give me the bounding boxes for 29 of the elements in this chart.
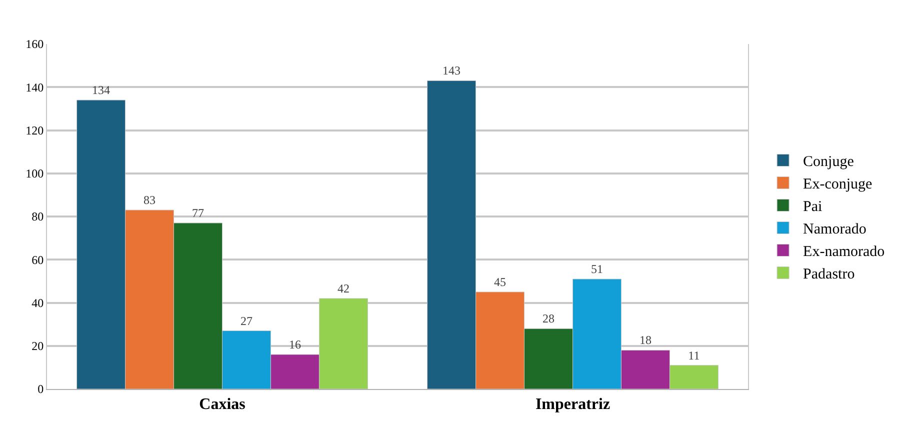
y-tick-label: 160 [26, 37, 44, 52]
y-tick-label: 100 [26, 166, 44, 181]
data-label: 83 [144, 193, 156, 208]
data-label: 27 [240, 314, 252, 328]
data-label: 77 [192, 206, 204, 220]
legend-label: Pai [803, 199, 822, 216]
legend-label: Ex-conjuge [803, 176, 873, 193]
data-label: 51 [590, 262, 603, 276]
data-label: 42 [337, 281, 350, 296]
x-tick-label: Caxias [199, 396, 246, 414]
data-label: 143 [442, 64, 461, 78]
legend-label: Conjuge [803, 154, 854, 170]
y-tick-label: 120 [26, 123, 44, 138]
legend-label: Padastro [803, 266, 855, 283]
x-tick-label: Imperatriz [535, 396, 610, 414]
y-tick-label: 140 [26, 80, 44, 94]
y-tick-label: 60 [32, 252, 44, 267]
y-tick-label: 40 [32, 296, 44, 310]
data-label: 18 [639, 333, 652, 348]
legend-label: Namorado [803, 222, 866, 238]
data-label: 134 [92, 83, 110, 98]
data-label: 16 [288, 338, 301, 352]
legend-label: Ex-namorado [803, 244, 885, 260]
data-label: 11 [688, 348, 700, 362]
y-tick-label: 20 [32, 339, 44, 354]
y-tick-label: 0 [38, 382, 44, 396]
y-tick-label: 80 [32, 210, 44, 224]
data-label: 45 [494, 274, 506, 289]
data-label: 28 [542, 312, 555, 326]
